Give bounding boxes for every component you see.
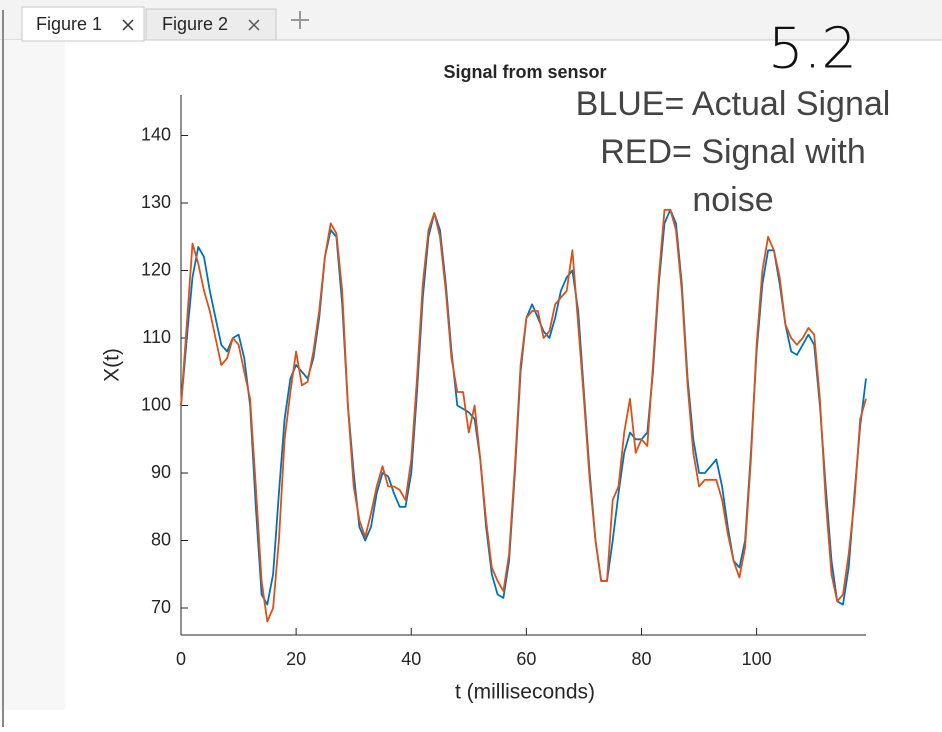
- x-tick-label: 20: [286, 649, 306, 669]
- annotation-line: RED= Signal with: [600, 133, 866, 171]
- x-axis-label: t (milliseconds): [455, 681, 595, 704]
- annotation-line: BLUE= Actual Signal: [576, 85, 891, 123]
- side-strip: [0, 40, 65, 710]
- tab-label: Figure 1: [36, 14, 102, 34]
- handwritten-note: 5.2: [768, 16, 857, 81]
- close-icon: [122, 19, 134, 31]
- close-icon: [248, 19, 260, 31]
- y-tick-label: 100: [141, 394, 171, 414]
- x-tick-label: 60: [516, 649, 536, 669]
- x-tick-label: 40: [401, 649, 421, 669]
- y-tick-label: 90: [151, 462, 171, 482]
- annotation: BLUE= Actual Signal RED= Signal with noise: [576, 85, 891, 219]
- y-tick-label: 110: [142, 327, 171, 347]
- tab[interactable]: Figure 2: [145, 8, 277, 41]
- y-tick-label: 130: [141, 192, 171, 212]
- chart-title: Signal from sensor: [443, 62, 606, 82]
- y-tick-label: 140: [141, 124, 171, 144]
- y-axis-label: X(t): [101, 348, 124, 382]
- x-tick-label: 100: [742, 649, 772, 669]
- annotation-line: noise: [692, 181, 773, 219]
- y-tick-label: 120: [141, 259, 171, 279]
- x-tick-label: 0: [176, 649, 186, 669]
- y-tick-label: 80: [151, 529, 171, 549]
- tab-active[interactable]: Figure 1: [21, 6, 145, 42]
- x-tick-label: 80: [631, 649, 651, 669]
- tab-label: Figure 2: [162, 14, 228, 34]
- y-tick-label: 70: [151, 597, 171, 617]
- add-tab[interactable]: [291, 11, 309, 29]
- series-line: [180, 208, 867, 623]
